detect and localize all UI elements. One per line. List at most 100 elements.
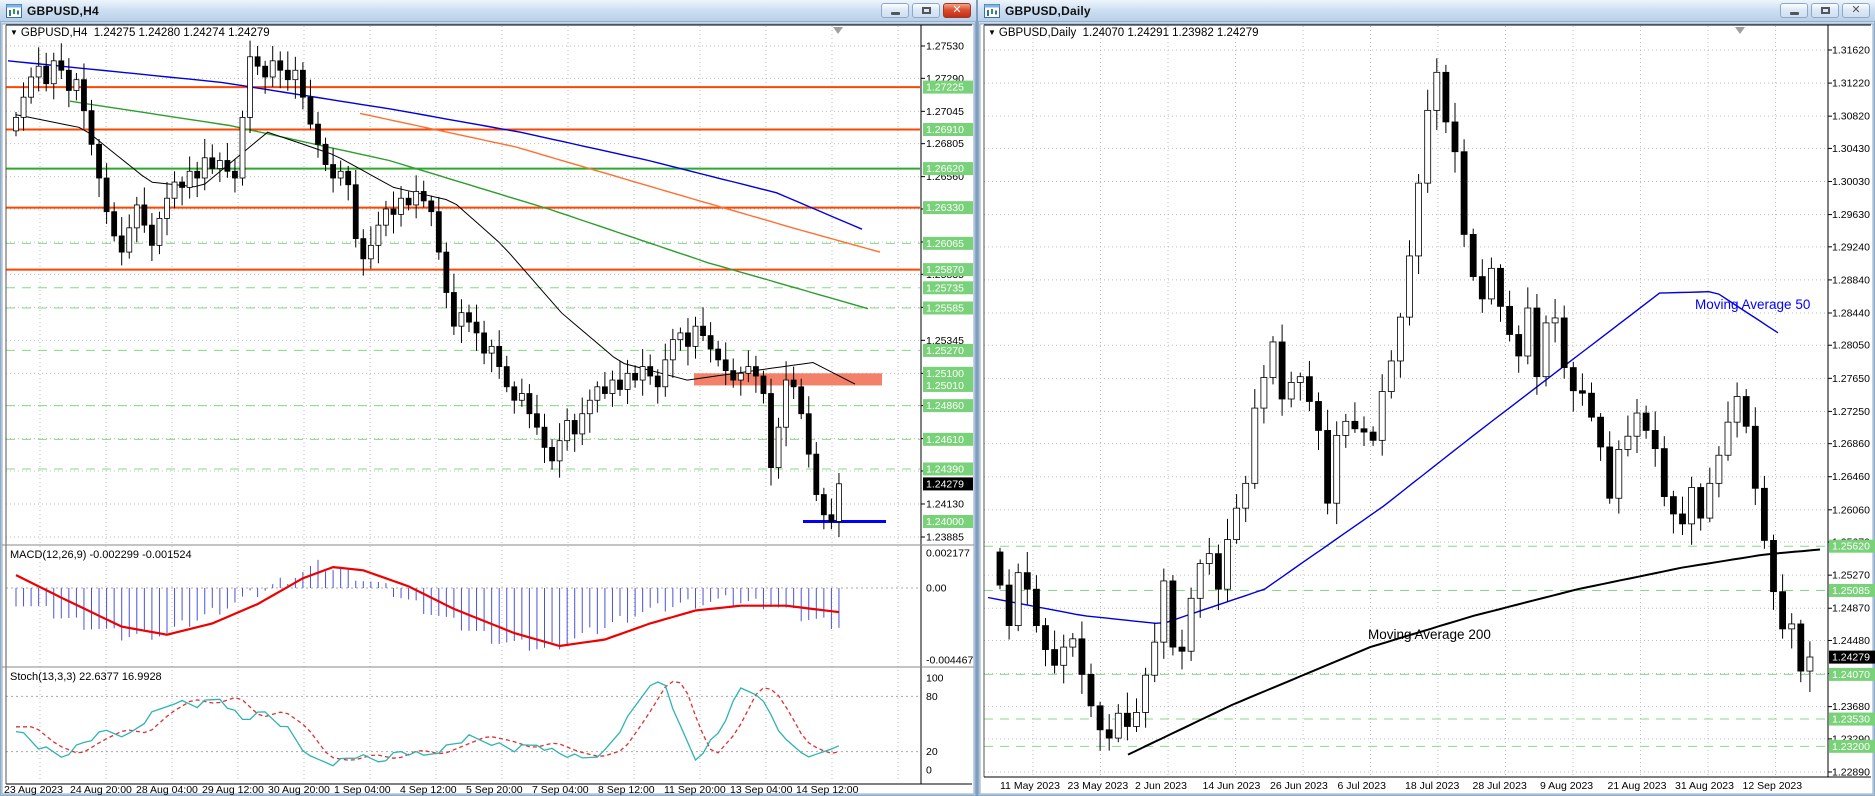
candle-bearish [148,224,155,246]
candle-bullish [383,208,389,226]
candle-bearish [141,204,148,226]
level-price-label-bg [923,80,973,94]
price-tick-label: 1.27045 [926,106,964,118]
level-price-label: 1.25620 [1832,541,1870,553]
candle-bearish [1005,584,1013,626]
candle-bullish [1433,71,1441,111]
candle-bullish [1487,267,1495,300]
minimize-button[interactable] [1780,3,1808,18]
ma-blue-line [7,60,863,230]
candle-bullish [239,116,246,179]
candle-bullish [171,181,178,199]
candle-bearish [1096,705,1104,731]
level-price-label-bg [923,201,973,215]
macd-scale-label: 0.00 [926,583,947,595]
titlebar-h4[interactable]: GBPUSD,H4 ✕ [0,0,976,22]
level-price-label: 1.24070 [1832,669,1870,681]
candle-bearish [330,164,337,179]
time-tick-label: 8 Sep 12:00 [598,784,655,796]
candle-bullish [133,204,140,229]
price-axis-labels[interactable]: 1.31620 1.31220 1.30820 1.30430 1.30030 1.296… [1828,45,1875,779]
minimize-button[interactable] [881,3,909,18]
maximize-button[interactable] [912,3,940,18]
level-price-label: 1.26620 [926,163,964,175]
candle-bearish [511,386,518,401]
price-tick-label: 1.31620 [1832,45,1870,57]
candle-bullish [413,191,420,206]
ma-200-line [1127,548,1821,756]
close-button[interactable]: ✕ [943,3,971,18]
chart-header-daily: ▼ GBPUSD,Daily 1.24070 1.24291 1.23982 1.… [988,27,1259,39]
candle-bearish [111,211,118,237]
level-price-label: 1.24390 [926,463,964,475]
candle-bullish [1133,712,1140,727]
level-price-label-bg [1829,712,1875,726]
candle-bearish [1078,638,1086,675]
level-price-label: 1.25100 [926,368,964,380]
candle-bullish [1624,435,1632,450]
close-button[interactable]: ✕ [1842,3,1870,18]
level-price-label: 1.25085 [1832,585,1870,597]
level-price-label: 1.26065 [926,238,964,250]
level-price-label-bg [1829,739,1875,753]
candle-bullish [836,483,842,522]
level-price-label: 1.23530 [1832,714,1870,726]
candle-bullish [1287,382,1295,400]
level-price-label-bg [923,399,973,413]
current-price-label-bg [1829,650,1875,664]
price-tick-label: 1.25345 [926,335,964,347]
time-tick-label: 23 May 2023 [1068,780,1129,792]
price-tick-label: 1.27650 [1832,373,1870,385]
titlebar-daily[interactable]: GBPUSD,Daily ✕ [978,0,1875,22]
candle-bullish [564,420,571,442]
price-tick-label: 1.29630 [1832,209,1870,221]
maximize-button[interactable] [1811,3,1839,18]
time-axis-labels[interactable]: 23 Aug 2023 24 Aug 20:00 28 Aug 04:00 29 Au… [4,784,859,796]
candle-bearish [820,494,827,516]
candle-bearish [617,379,623,390]
price-tick-label: 1.26805 [926,138,964,150]
candle-bullish [1633,412,1641,437]
candle-bearish [1660,448,1668,497]
price-axis-labels[interactable]: 1.275301.272901.270451.268051.265601.263… [921,41,973,544]
candle-bearish [65,69,72,91]
candle-bullish [186,170,193,188]
candle-bullish [164,197,170,219]
level-price-label-bg [923,366,973,380]
ma-black-line [15,114,856,385]
chart-window-gbpusd-h4: GBPUSD,H4 ✕ 0.002177 0.00 -0.004467 100 80 20… [0,0,976,796]
h4-chart-canvas[interactable]: 0.002177 0.00 -0.004467 100 80 20 0 1.27530 1.27… [0,22,976,796]
candle-bearish [194,170,201,179]
symbol-dropdown-icon[interactable]: ▼ [988,28,996,37]
price-tick-label: 1.31220 [1832,78,1870,90]
candle-bullish [28,76,35,98]
candle-bearish [549,447,555,462]
time-tick-label: 6 Jul 2023 [1338,780,1387,792]
candle-bearish [1478,276,1486,300]
candle-bullish [13,116,19,132]
macd-scale-label: -0.004467 [926,654,973,666]
price-tick-label: 1.28840 [1832,274,1870,286]
symbol-dropdown-icon[interactable]: ▼ [10,28,18,37]
price-tick-label: 1.26860 [1832,438,1870,450]
daily-chart-canvas[interactable]: 1.31620 1.31220 1.30820 1.30430 1.30030 1.296… [978,22,1875,796]
candle-bearish [534,413,540,428]
time-tick-label: 11 Sep 20:00 [664,784,726,796]
candle-bullish [783,379,789,428]
candle-bullish [1296,376,1304,383]
candle-bullish [269,60,276,78]
time-tick-label: 26 Jun 2023 [1270,780,1328,792]
candle-bullish [745,366,752,374]
candle-bearish [435,211,442,253]
level-price-label-bg [923,514,973,528]
level-price-label: 1.24000 [926,516,964,528]
time-axis-labels[interactable]: 11 May 2023 23 May 2023 2 Jun 2023 14 Jun 2… [1000,780,1802,792]
candle-bullish [1733,396,1741,423]
level-price-label: 1.25585 [926,302,964,314]
candle-bullish [1706,482,1714,519]
level-price-label-bg [923,462,973,476]
candle-bullish [1269,341,1277,378]
current-price-label: 1.24279 [1832,652,1870,664]
candle-bearish [1360,428,1368,433]
ma-50-line [987,290,1779,625]
